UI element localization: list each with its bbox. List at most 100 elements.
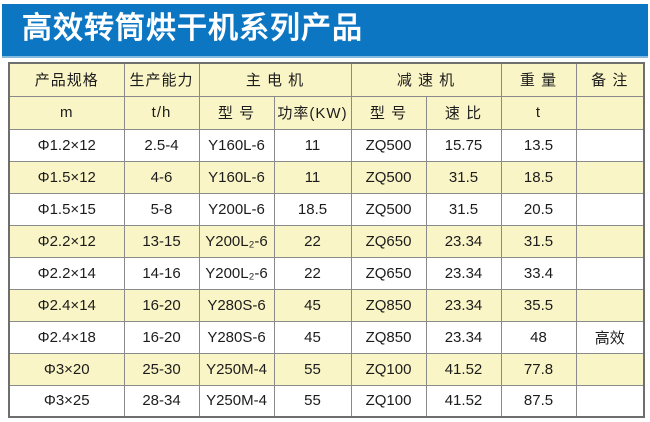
cell-motor-model: Y280S-6 <box>198 288 275 322</box>
header-motor: 主 电 机 <box>198 62 352 97</box>
table-row: Φ2.2×14 14-16 Y200L₂-6 22 ZQ650 23.34 33… <box>8 256 645 290</box>
cell-reducer-model: ZQ650 <box>350 224 427 258</box>
cell-reducer-model: ZQ850 <box>350 288 427 322</box>
header-note: 备 注 <box>575 62 645 97</box>
cell-weight: 48 <box>500 320 577 354</box>
header-motor-power: 功率(KW) <box>273 95 352 130</box>
header-capacity-unit: t/h <box>123 95 200 130</box>
header-motor-model: 型 号 <box>198 95 275 130</box>
cell-spec: Φ1.5×15 <box>8 192 125 226</box>
cell-spec: Φ2.4×18 <box>8 320 125 354</box>
header-note-blank <box>575 95 645 130</box>
cell-capacity: 14-16 <box>123 256 200 290</box>
cell-power: 55 <box>273 384 352 418</box>
header-weight-unit: t <box>500 95 577 130</box>
table-row: Φ2.4×18 16-20 Y280S-6 45 ZQ850 23.34 48 … <box>8 320 645 354</box>
cell-note <box>575 128 645 162</box>
cell-motor-model: Y200L₂-6 <box>198 224 275 258</box>
cell-weight: 18.5 <box>500 160 577 194</box>
header-reducer-ratio: 速 比 <box>425 95 502 130</box>
cell-spec: Φ3×25 <box>8 384 125 418</box>
cell-reducer-model: ZQ100 <box>350 384 427 418</box>
cell-weight: 87.5 <box>500 384 577 418</box>
header-spec: 产品规格 <box>8 62 125 97</box>
cell-capacity: 25-30 <box>123 352 200 386</box>
cell-reducer-model: ZQ100 <box>350 352 427 386</box>
table-header: 产品规格 生产能力 主 电 机 减 速 机 重 量 备 注 m t/h 型 号 … <box>8 62 645 130</box>
cell-note <box>575 160 645 194</box>
cell-spec: Φ2.4×14 <box>8 288 125 322</box>
cell-weight: 77.8 <box>500 352 577 386</box>
product-spec-table: 产品规格 生产能力 主 电 机 减 速 机 重 量 备 注 m t/h 型 号 … <box>8 62 645 418</box>
header-unit-row: m t/h 型 号 功率(KW) 型 号 速 比 t <box>8 95 645 130</box>
cell-reducer-model: ZQ500 <box>350 192 427 226</box>
cell-power: 11 <box>273 128 352 162</box>
cell-weight: 20.5 <box>500 192 577 226</box>
cell-ratio: 23.34 <box>425 320 502 354</box>
cell-ratio: 41.52 <box>425 352 502 386</box>
cell-capacity: 16-20 <box>123 288 200 322</box>
cell-spec: Φ2.2×14 <box>8 256 125 290</box>
cell-capacity: 16-20 <box>123 320 200 354</box>
header-spec-unit: m <box>8 95 125 130</box>
cell-reducer-model: ZQ650 <box>350 256 427 290</box>
table-row: Φ3×20 25-30 Y250M-4 55 ZQ100 41.52 77.8 <box>8 352 645 386</box>
cell-ratio: 23.34 <box>425 256 502 290</box>
cell-ratio: 23.34 <box>425 288 502 322</box>
cell-ratio: 15.75 <box>425 128 502 162</box>
cell-spec: Φ2.2×12 <box>8 224 125 258</box>
cell-note <box>575 288 645 322</box>
cell-note <box>575 224 645 258</box>
cell-spec: Φ1.2×12 <box>8 128 125 162</box>
cell-capacity: 5-8 <box>123 192 200 226</box>
cell-power: 18.5 <box>273 192 352 226</box>
cell-capacity: 28-34 <box>123 384 200 418</box>
cell-reducer-model: ZQ850 <box>350 320 427 354</box>
cell-motor-model: Y160L-6 <box>198 160 275 194</box>
cell-spec: Φ3×20 <box>8 352 125 386</box>
cell-power: 45 <box>273 320 352 354</box>
cell-ratio: 23.34 <box>425 224 502 258</box>
cell-capacity: 2.5-4 <box>123 128 200 162</box>
cell-motor-model: Y200L-6 <box>198 192 275 226</box>
cell-motor-model: Y250M-4 <box>198 384 275 418</box>
cell-motor-model: Y280S-6 <box>198 320 275 354</box>
cell-power: 11 <box>273 160 352 194</box>
table-row: Φ3×25 28-34 Y250M-4 55 ZQ100 41.52 87.5 <box>8 384 645 418</box>
table-row: Φ1.5×12 4-6 Y160L-6 11 ZQ500 31.5 18.5 <box>8 160 645 194</box>
header-capacity: 生产能力 <box>123 62 200 97</box>
cell-motor-model: Y160L-6 <box>198 128 275 162</box>
cell-spec: Φ1.5×12 <box>8 160 125 194</box>
cell-capacity: 4-6 <box>123 160 200 194</box>
cell-ratio: 31.5 <box>425 192 502 226</box>
cell-weight: 33.4 <box>500 256 577 290</box>
header-weight: 重 量 <box>500 62 577 97</box>
cell-power: 55 <box>273 352 352 386</box>
cell-reducer-model: ZQ500 <box>350 128 427 162</box>
cell-capacity: 13-15 <box>123 224 200 258</box>
cell-weight: 13.5 <box>500 128 577 162</box>
cell-power: 22 <box>273 224 352 258</box>
table-body: Φ1.2×12 2.5-4 Y160L-6 11 ZQ500 15.75 13.… <box>8 128 645 418</box>
cell-note: 高效 <box>575 320 645 354</box>
header-reducer: 减 速 机 <box>350 62 502 97</box>
cell-weight: 31.5 <box>500 224 577 258</box>
cell-power: 22 <box>273 256 352 290</box>
cell-note <box>575 352 645 386</box>
cell-note <box>575 256 645 290</box>
cell-power: 45 <box>273 288 352 322</box>
header-group-row: 产品规格 生产能力 主 电 机 减 速 机 重 量 备 注 <box>8 62 645 97</box>
cell-ratio: 41.52 <box>425 384 502 418</box>
header-reducer-model: 型 号 <box>350 95 427 130</box>
cell-reducer-model: ZQ500 <box>350 160 427 194</box>
table-row: Φ2.4×14 16-20 Y280S-6 45 ZQ850 23.34 35.… <box>8 288 645 322</box>
table-row: Φ2.2×12 13-15 Y200L₂-6 22 ZQ650 23.34 31… <box>8 224 645 258</box>
cell-weight: 35.5 <box>500 288 577 322</box>
cell-ratio: 31.5 <box>425 160 502 194</box>
cell-note <box>575 384 645 418</box>
cell-note <box>575 192 645 226</box>
table-row: Φ1.5×15 5-8 Y200L-6 18.5 ZQ500 31.5 20.5 <box>8 192 645 226</box>
page-title: 高效转筒烘干机系列产品 <box>2 4 648 58</box>
table-row: Φ1.2×12 2.5-4 Y160L-6 11 ZQ500 15.75 13.… <box>8 128 645 162</box>
